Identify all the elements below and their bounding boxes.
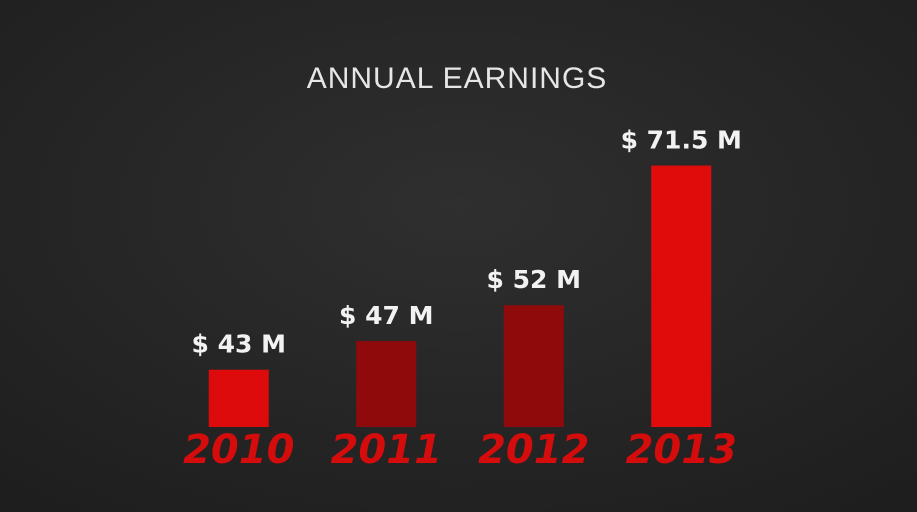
- bar: [503, 305, 564, 427]
- value-label: $ 43 M: [192, 330, 286, 359]
- x-tick-label: 2011: [331, 427, 442, 473]
- chart-title: ANNUAL EARNINGS: [307, 62, 608, 95]
- x-tick-label: 2010: [183, 427, 294, 473]
- value-label: $ 47 M: [339, 301, 433, 330]
- bar: [208, 369, 269, 427]
- value-label: $ 52 M: [487, 265, 581, 294]
- value-label: $ 71.5 M: [621, 126, 742, 155]
- x-tick-label: 2012: [478, 427, 589, 473]
- bar: [651, 165, 712, 427]
- bar: [356, 341, 417, 427]
- x-tick-label: 2013: [626, 427, 737, 473]
